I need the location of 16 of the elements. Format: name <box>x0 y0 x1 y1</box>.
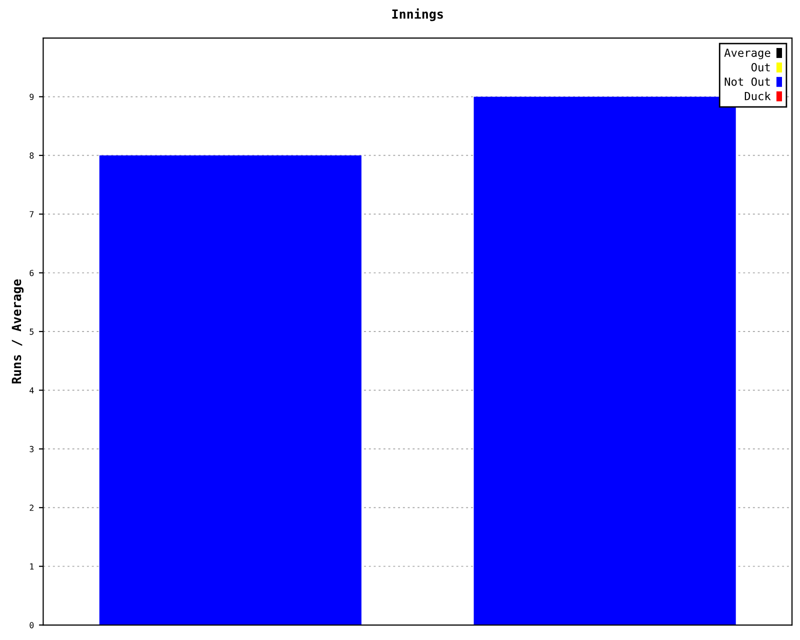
y-tick-label: 3 <box>30 446 34 452</box>
y-tick-label: 9 <box>30 94 34 100</box>
y-tick-label: 5 <box>30 328 34 335</box>
legend-label: Not Out <box>724 77 770 86</box>
y-tick-label: 2 <box>30 504 34 511</box>
legend-label: Out <box>751 63 770 72</box>
y-tick-label: 1 <box>30 563 34 570</box>
legend-label: Duck <box>744 92 771 100</box>
y-tick-label: 8 <box>30 152 34 159</box>
y-tick-label: 6 <box>30 270 34 276</box>
chart-title: Innings <box>392 8 443 22</box>
y-tick-label: 7 <box>30 211 34 218</box>
y-tick-label: 4 <box>30 387 34 394</box>
y-tick-label: 0 <box>30 622 34 628</box>
y-axis-title: Runs / Average <box>12 279 24 384</box>
legend-label: Average <box>724 48 770 60</box>
